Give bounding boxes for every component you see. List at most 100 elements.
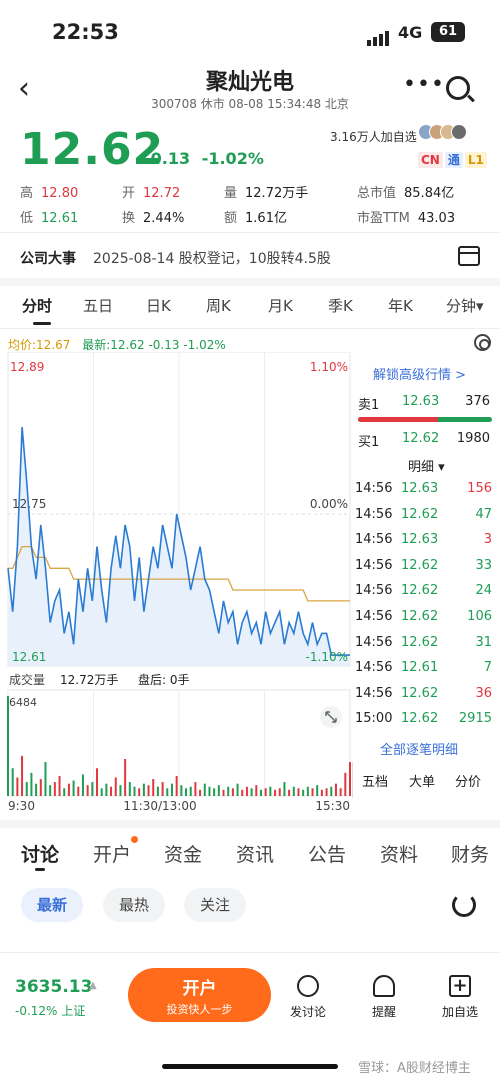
calendar-icon[interactable] [458,246,480,266]
tab-news[interactable]: 资讯 [236,844,275,866]
tab-funds[interactable]: 资金 [164,844,203,866]
trade-price: 12.62 [401,557,439,573]
event-title[interactable]: 公司大事 [20,251,76,267]
chip-following[interactable]: 关注 [184,888,247,922]
index-arrow-icon: ▲ [89,980,97,991]
stat-label: 低 [20,211,34,226]
stat-low: 低 12.61 [20,207,78,226]
five-level-button[interactable]: 五档 [362,775,389,790]
stat-label: 量 [224,186,238,201]
add-watchlist-label: 加自选 [441,1005,478,1019]
back-icon[interactable]: ‹ [18,71,30,106]
tab-monthly-k[interactable]: 月K [268,297,293,315]
alert-label: 提醒 [371,1005,396,1019]
tab-discussion[interactable]: 讨论 [21,844,60,866]
volume-bar [39,779,42,796]
add-watchlist-button[interactable]: + 加自选 [430,975,490,1020]
price-distribution-button[interactable]: 分价 [455,775,482,790]
home-indicator[interactable] [162,1064,338,1069]
volume-bar [339,788,342,796]
tab-intraday[interactable]: 分时 [22,297,53,315]
large-order-button[interactable]: 大单 [409,775,436,790]
volume-bar [142,783,145,796]
volume-bar [35,783,38,796]
trade-row: 14:56 12.62 33 [355,558,492,573]
divider [0,952,500,953]
book-price: 12.62 [402,431,440,446]
volume-bar [53,782,56,796]
followers-count[interactable]: 3.16万人加自选 [330,130,417,144]
volume-bar [194,782,197,796]
trade-price: 12.62 [401,711,439,727]
trade-row: 14:56 12.61 7 [355,660,492,675]
more-icon[interactable]: ••• [403,72,445,97]
chart-legend: 均价:12.67 最新:12.62 -0.13 -1.02% [8,336,226,353]
follower-avatars[interactable] [418,124,467,144]
trade-time: 14:56 [355,532,393,548]
stat-label: 开 [122,186,136,201]
volume-bar [152,779,155,796]
tab-financials[interactable]: 财务 [451,844,490,866]
tab-minute[interactable]: 分钟▾ [446,297,484,315]
intraday-chart[interactable]: 12.89 12.75 12.61 1.10% 0.00% -1.10% 成交量… [0,352,352,822]
stat-value: 12.72万手 [245,186,309,201]
tab-account-open[interactable]: 开户 [93,844,132,866]
book-price: 12.63 [402,394,440,409]
index-value[interactable]: 3635.13 [15,977,93,997]
stat-label: 高 [20,186,34,201]
alert-button[interactable]: 提醒 [354,975,414,1020]
trade-time: 15:00 [355,711,393,727]
watermark: 雪球：A股财经博主 [358,1061,471,1076]
tab-five-day[interactable]: 五日 [83,297,114,315]
chip-hottest[interactable]: 最热 [103,888,166,922]
trade-time: 14:56 [355,583,393,599]
tab-quarterly-k[interactable]: 季K [328,297,353,315]
stat-pe-ttm: 市盈TTM 43.03 [357,207,455,226]
volume-bar [250,788,253,796]
book-ratio-bar-buy [358,417,438,422]
stat-value: 1.61亿 [245,211,287,226]
volume-bar [110,786,113,796]
tab-weekly-k[interactable]: 周K [206,297,231,315]
all-trades-link[interactable]: 全部逐笔明细 [380,743,459,758]
stock-subtitle: 300708 休市 08-08 15:34:48 北京 [151,97,349,111]
index-change[interactable]: -0.12% 上证 [15,1004,86,1018]
event-text[interactable]: 2025-08-14 股权登记，10股转4.5股 [93,251,331,267]
volume-bar [161,782,164,796]
tab-profile[interactable]: 资料 [380,844,419,866]
trade-volume: 24 [475,583,492,599]
stat-market-cap: 总市值 85.84亿 [357,182,454,201]
volume-bar [16,777,19,796]
volume-bar [100,788,103,796]
search-icon[interactable] [446,76,470,100]
volume-bar [72,780,75,796]
detail-dropdown[interactable]: 明细 ▾ [408,460,445,475]
volume-bar [77,786,80,796]
chart-settings-icon[interactable] [474,334,491,351]
refresh-icon[interactable] [452,893,476,917]
unlock-advanced-quotes[interactable]: 解锁高级行情 > [373,368,467,383]
volume-bar [124,758,127,796]
pct-label-top: 1.10% [310,360,348,374]
volume-bar [11,768,14,796]
stat-value: 43.03 [417,211,456,226]
volume-bar [203,783,206,796]
tab-yearly-k[interactable]: 年K [388,297,413,315]
volume-bar [156,786,159,796]
trade-time: 14:56 [355,609,393,624]
tab-daily-k[interactable]: 日K [146,297,171,315]
sell-1-row: 卖1 12.63 376 [358,394,490,413]
volume-bar [58,775,61,796]
price-line [7,427,350,656]
tag-l1: L1 [464,152,487,168]
chip-latest[interactable]: 最新 [21,888,84,922]
tab-announcements[interactable]: 公告 [308,844,347,866]
open-account-label: 开户 [182,979,217,999]
volume-bar [119,785,122,796]
open-account-button[interactable]: 开户 投资快人一步 [128,968,271,1022]
y-label-bottom: 12.61 [12,650,46,664]
y-label-mid: 12.75 [12,497,46,511]
volume-bar [236,783,239,796]
post-discussion-button[interactable]: 发讨论 [278,975,338,1020]
volume-bar [86,785,89,796]
